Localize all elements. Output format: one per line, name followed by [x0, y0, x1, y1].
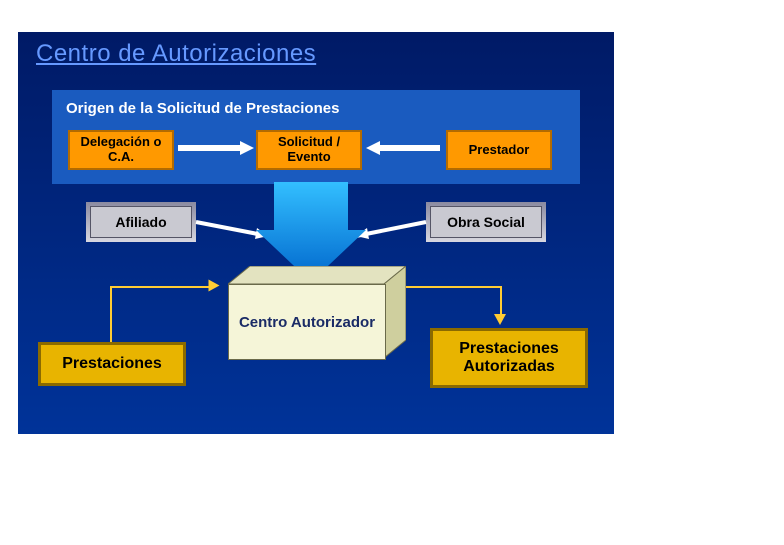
node-centro-autorizador-3d: Centro Autorizador: [228, 266, 406, 358]
title-region: Centro de Autorizaciones: [18, 32, 614, 74]
arrow-head: [366, 141, 380, 155]
outline-arrow: [110, 286, 214, 288]
outline-arrow-head: [494, 314, 506, 325]
node-centro-autorizador: Centro Autorizador: [228, 284, 386, 360]
node-delegacion: Delegación o C.A.: [68, 130, 174, 170]
page-title: Centro de Autorizaciones: [36, 40, 316, 67]
outline-arrow: [500, 286, 502, 316]
arrow-prestador-to-solicitud: [380, 145, 440, 151]
outline-arrow: [406, 286, 502, 288]
node-obra-social: Obra Social: [430, 206, 542, 238]
slide-canvas: Centro de Autorizaciones Origen de la So…: [0, 0, 784, 545]
node-prestador: Prestador: [446, 130, 552, 170]
node-prestaciones-autorizadas: Prestaciones Autorizadas: [430, 328, 588, 388]
node-afiliado-wrap: Afiliado: [86, 202, 196, 242]
node-obra-social-wrap: Obra Social: [426, 202, 546, 242]
node-afiliado: Afiliado: [90, 206, 192, 238]
arrow-delegacion-to-solicitud: [178, 145, 240, 151]
outline-arrow: [110, 286, 112, 342]
node-prestaciones: Prestaciones: [38, 342, 186, 386]
slide: Centro de Autorizaciones Origen de la So…: [18, 32, 614, 434]
origin-panel-title: Origen de la Solicitud de Prestaciones: [52, 90, 580, 117]
node-solicitud: Solicitud / Evento: [256, 130, 362, 170]
arrow-head: [240, 141, 254, 155]
outline-arrow-head: [209, 280, 220, 292]
